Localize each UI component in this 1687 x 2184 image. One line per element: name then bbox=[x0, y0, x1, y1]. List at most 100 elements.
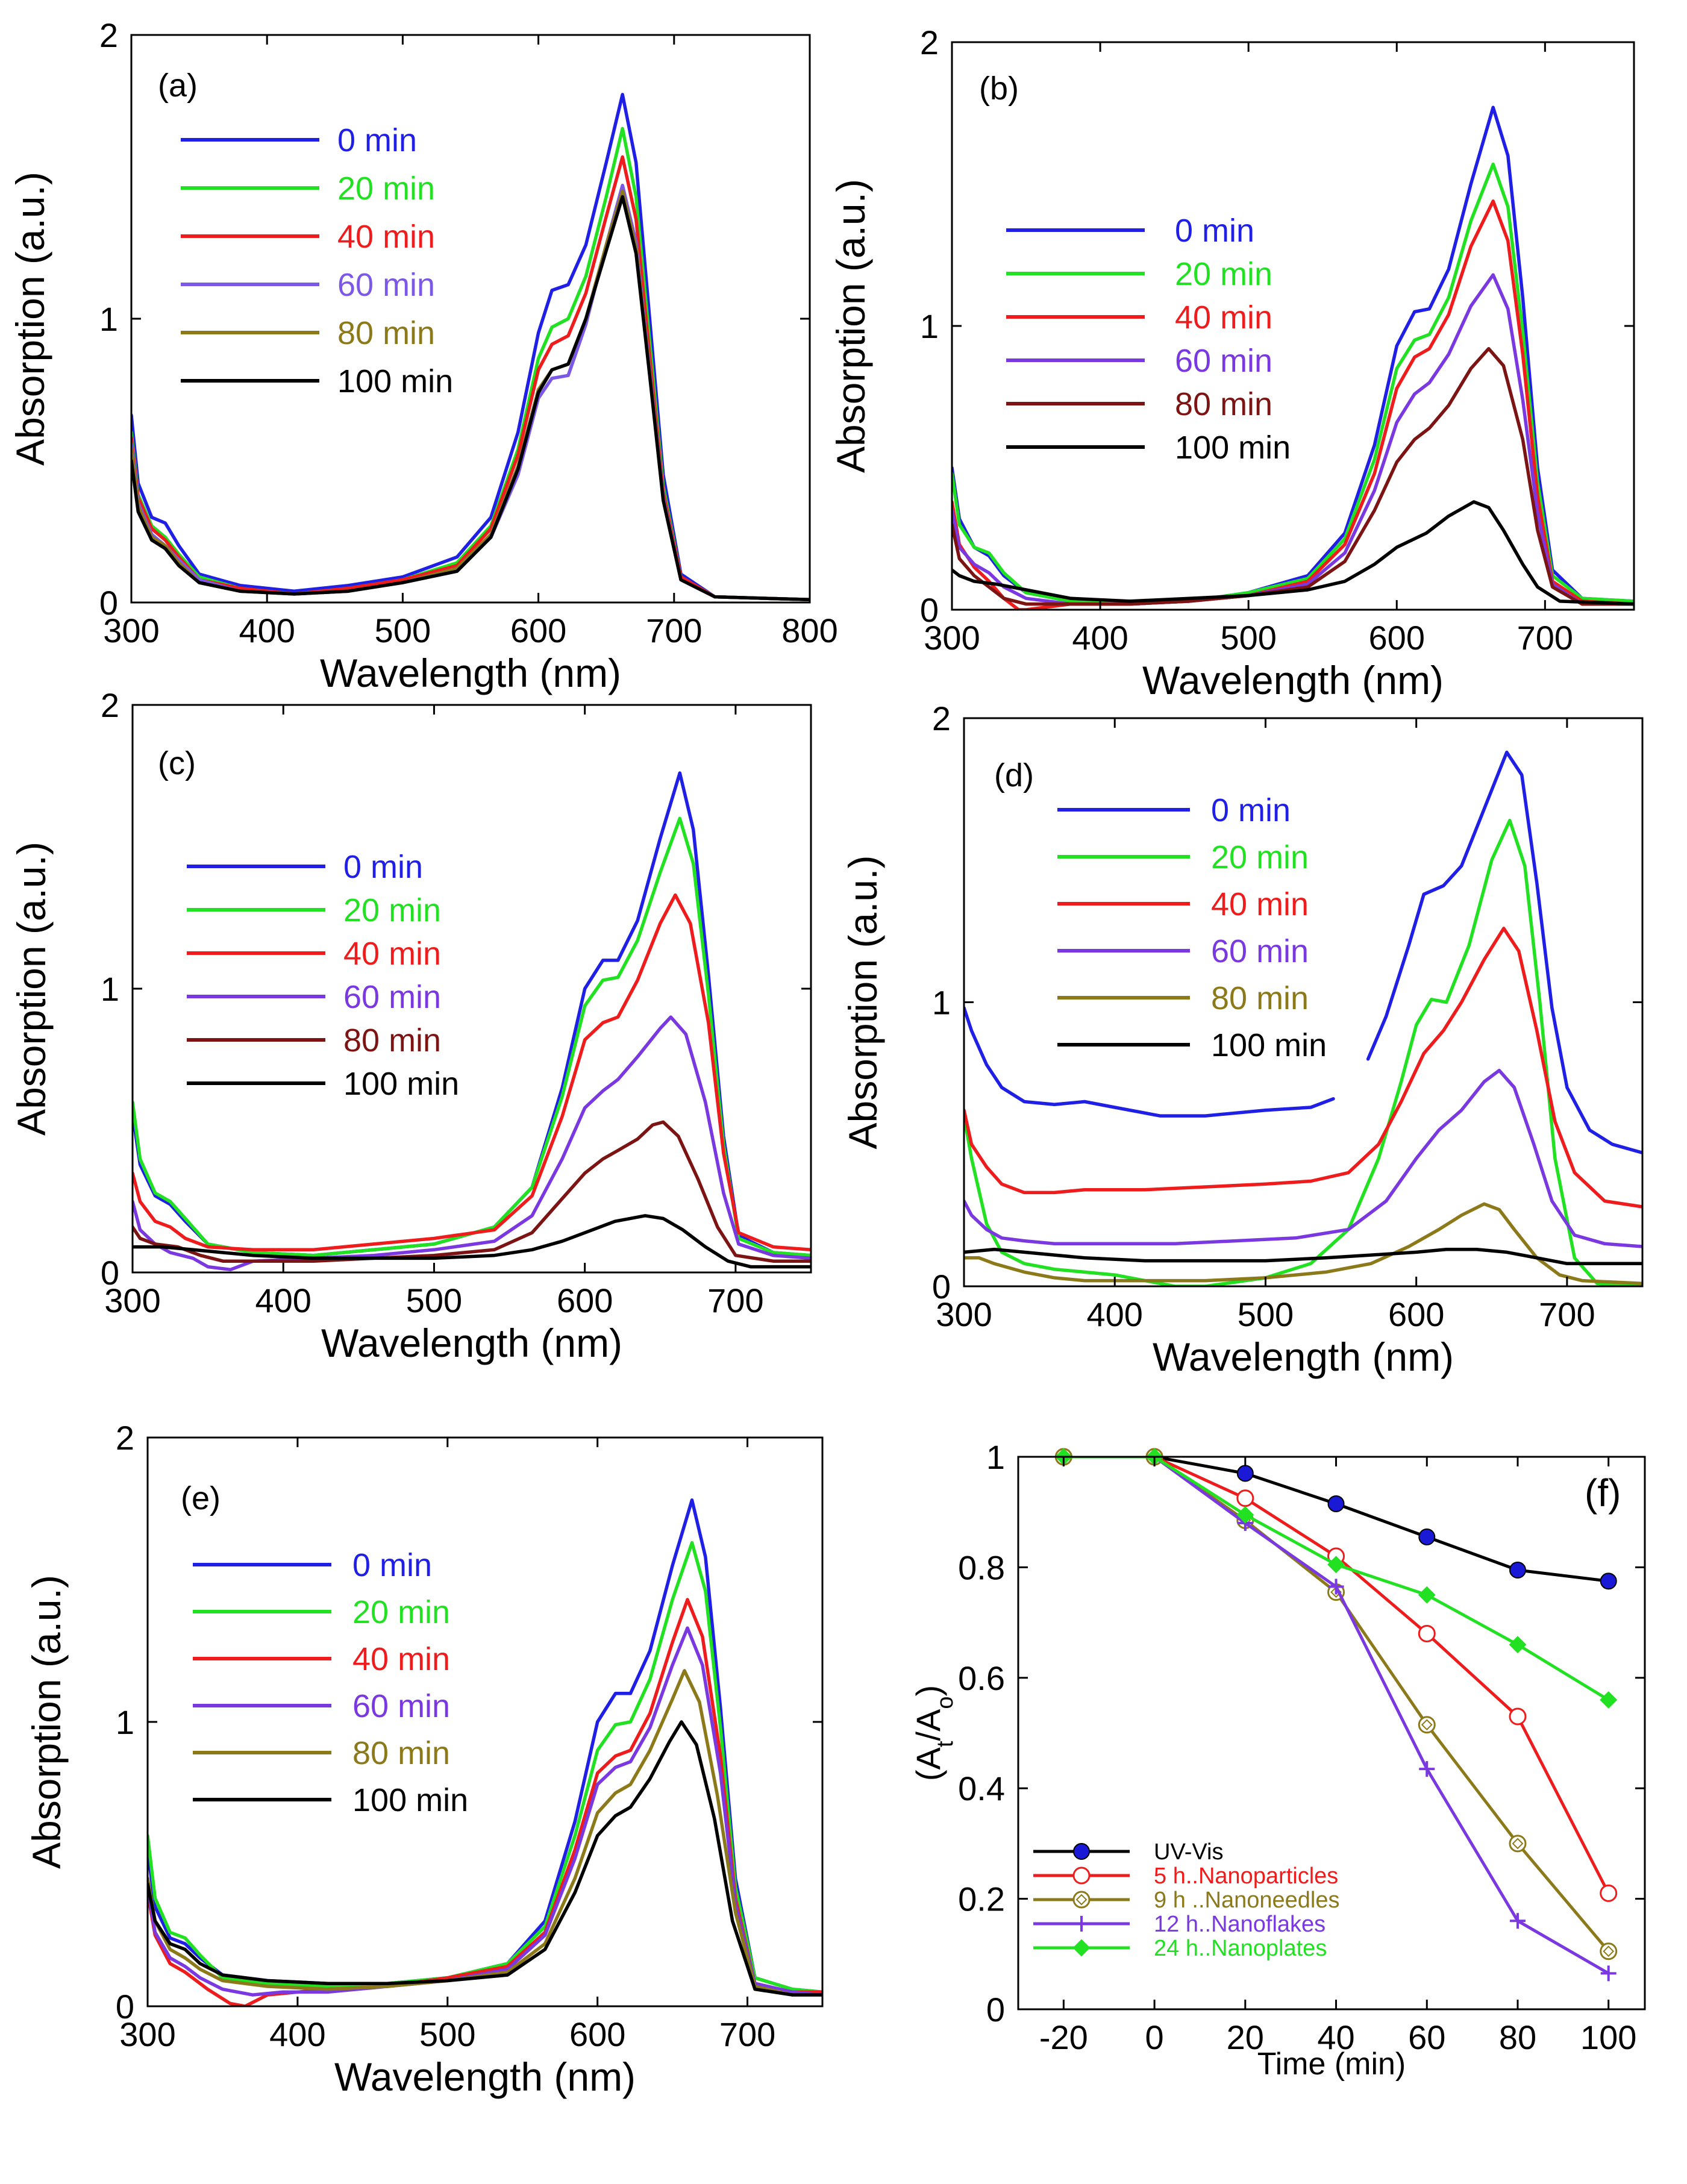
ytick-label-a-2: 2 bbox=[99, 16, 118, 54]
series-f-4-point-4 bbox=[1418, 1586, 1436, 1604]
legend-e-0-label: 0 min bbox=[352, 1547, 432, 1583]
legend-b-3-label: 60 min bbox=[1175, 343, 1272, 379]
legend-e-5-label: 100 min bbox=[352, 1782, 468, 1818]
legend-e-3-label: 60 min bbox=[352, 1688, 450, 1724]
xtick-label-b-3: 600 bbox=[1369, 619, 1425, 657]
legend-f-0-label: UV-Vis bbox=[1154, 1839, 1223, 1865]
xlabel-c: Wavelength (nm) bbox=[321, 1321, 622, 1365]
ylabel-c: Absorption (a.u.) bbox=[9, 842, 54, 1136]
panel-label-f: (f) bbox=[1585, 1471, 1621, 1515]
series-f-0-point-2 bbox=[1236, 1465, 1254, 1482]
ytick-label-a-1: 1 bbox=[99, 300, 118, 338]
series-d-2-line bbox=[964, 927, 1642, 1209]
xtick-label-a-1: 400 bbox=[239, 612, 295, 649]
legend-f-0-marker bbox=[1073, 1843, 1090, 1860]
series-f-1-line bbox=[1062, 1457, 1610, 1895]
xtick-label-b-1: 400 bbox=[1072, 619, 1128, 657]
legend-a-5-label: 100 min bbox=[337, 363, 453, 399]
series-d-5-line bbox=[964, 1247, 1642, 1266]
ylabel-f: (At/Ao) bbox=[909, 1685, 958, 1781]
series-a-0-line bbox=[131, 93, 810, 602]
legend-a-2-label: 40 min bbox=[337, 219, 435, 255]
series-f-2-point-4 bbox=[1418, 1716, 1436, 1734]
series-f-0-point-3 bbox=[1327, 1495, 1345, 1512]
legend-a-3-label: 60 min bbox=[337, 267, 435, 303]
panel-b: 300 400 500 600 700 0 1 2 Wavelength (nm) Absorpt… bbox=[828, 23, 1635, 702]
series-f-2-point-5-inner bbox=[1512, 1838, 1524, 1850]
xtick-label-a-0: 300 bbox=[103, 612, 159, 649]
legend-c-1-label: 20 min bbox=[343, 892, 441, 928]
panel-f: -20 0 20 40 60 80 100 0 0.2 0.4 0.6 0.8 1 Time (min) (… bbox=[909, 1438, 1646, 2082]
legend-f-3-label: 12 h..Nanoflakes bbox=[1154, 1912, 1326, 1937]
ylabel-f-part-2: /A bbox=[909, 1709, 947, 1741]
legend-d-3-label: 60 min bbox=[1211, 933, 1309, 969]
axes-frame-b bbox=[951, 41, 1635, 611]
ytick-label-f-5: 1 bbox=[986, 1438, 1005, 1476]
xlabel-d: Wavelength (nm) bbox=[1153, 1334, 1454, 1379]
xtick-label-c-0: 300 bbox=[104, 1281, 160, 1319]
xtick-label-d-4: 700 bbox=[1539, 1295, 1595, 1333]
series-f-1-point-5 bbox=[1509, 1707, 1527, 1726]
axes-frame-a bbox=[130, 34, 811, 604]
legend-b-0-label: 0 min bbox=[1175, 213, 1254, 249]
legend-f-1-marker bbox=[1072, 1866, 1091, 1885]
xtick-label-e-3: 600 bbox=[569, 2015, 625, 2053]
ytick-label-c-1: 1 bbox=[101, 970, 119, 1008]
series-f-4-point-3 bbox=[1327, 1556, 1345, 1574]
series-e-5-line bbox=[148, 1720, 822, 1997]
ytick-label-a-0: 0 bbox=[99, 584, 118, 622]
panel-label-e: (e) bbox=[181, 1480, 221, 1516]
legend-d-0-label: 0 min bbox=[1211, 792, 1291, 828]
ytick-label-c-0: 0 bbox=[101, 1254, 119, 1292]
series-f-3-point-3 bbox=[1328, 1579, 1344, 1595]
xtick-label-f-3: 40 bbox=[1317, 2018, 1354, 2056]
series-b-0-line bbox=[952, 105, 1634, 606]
series-c-1-line bbox=[133, 816, 811, 1257]
xlabel-a: Wavelength (nm) bbox=[320, 651, 621, 695]
panel-label-d: (d) bbox=[994, 757, 1034, 793]
ylabel-f-part-4: ) bbox=[909, 1685, 947, 1697]
series-f-3-point-6 bbox=[1600, 1965, 1617, 1982]
legend-d-1-label: 20 min bbox=[1211, 839, 1309, 875]
series-d-3-line bbox=[964, 1068, 1642, 1248]
series-f-2-point-6-inner bbox=[1603, 1945, 1615, 1957]
series-c-0-line bbox=[133, 771, 811, 1257]
series-b-5-line bbox=[952, 500, 1634, 606]
series-c-5-line bbox=[133, 1214, 811, 1269]
legend-f-2-label: 9 h ..Nanoneedles bbox=[1154, 1888, 1339, 1913]
ytick-label-f-0: 0 bbox=[986, 1991, 1005, 2029]
axes-frame-f bbox=[1017, 1456, 1646, 2010]
ytick-label-f-1: 0.2 bbox=[958, 1880, 1005, 1918]
series-f-1-point-2 bbox=[1236, 1489, 1254, 1507]
ylabel-d: Absorption (a.u.) bbox=[840, 856, 885, 1150]
series-e-1-line bbox=[148, 1541, 822, 1994]
xtick-label-c-2: 500 bbox=[406, 1281, 462, 1319]
legend-d-2-label: 40 min bbox=[1211, 886, 1309, 922]
xtick-label-d-1: 400 bbox=[1087, 1295, 1143, 1333]
series-f-3-point-4 bbox=[1419, 1761, 1435, 1777]
series-c-2-line bbox=[133, 893, 811, 1252]
panel-label-c: (c) bbox=[158, 745, 196, 781]
ytick-label-c-2: 2 bbox=[101, 686, 119, 724]
series-d-0-line bbox=[964, 750, 1642, 1155]
series-f-4-point-5 bbox=[1509, 1636, 1527, 1654]
xlabel-b: Wavelength (nm) bbox=[1142, 658, 1444, 702]
series-f-4-line bbox=[1062, 1457, 1610, 1701]
series-a-1-line bbox=[131, 127, 810, 602]
series-f-2-point-5 bbox=[1509, 1835, 1527, 1853]
xtick-label-e-2: 500 bbox=[419, 2015, 475, 2053]
panel-e: 300 400 500 600 700 0 1 2 Wavelength (nm) Absorpt… bbox=[24, 1419, 824, 2099]
xtick-label-d-2: 500 bbox=[1238, 1295, 1294, 1333]
panel-a: 300 400 500 600 700 800 0 1 2 Wavelength (nm) Abso… bbox=[8, 16, 838, 695]
legend-d-5-label: 100 min bbox=[1211, 1027, 1327, 1063]
xtick-label-f-6: 100 bbox=[1580, 2018, 1636, 2056]
panel-d: 300 400 500 600 700 0 1 2 Wavelength (nm) Absorpt… bbox=[840, 699, 1644, 1379]
series-e-2-line bbox=[148, 1598, 822, 2006]
xtick-label-e-0: 300 bbox=[119, 2015, 175, 2053]
xlabel-f: Time (min) bbox=[1257, 2047, 1406, 2082]
legend-e-4-label: 80 min bbox=[352, 1735, 450, 1771]
legend-a-1-label: 20 min bbox=[337, 171, 435, 207]
series-a-2-line bbox=[131, 155, 810, 602]
legend-c-2-label: 40 min bbox=[343, 936, 441, 972]
